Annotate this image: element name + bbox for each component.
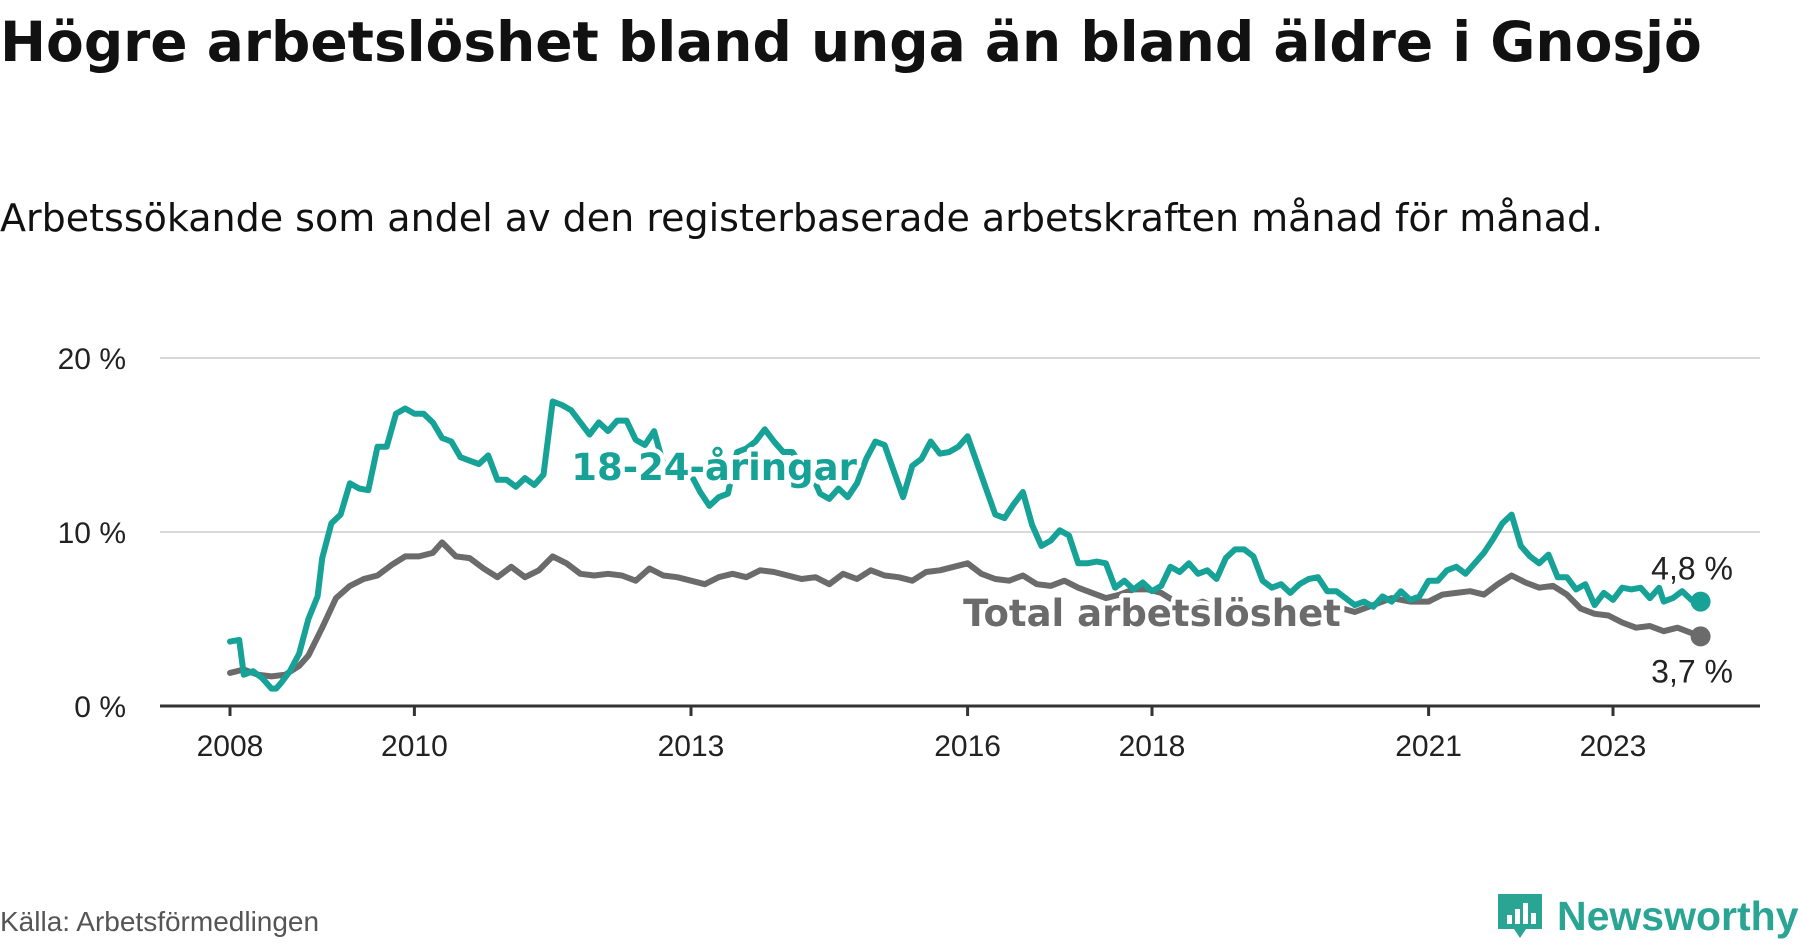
x-tick-label: 2013 [658, 730, 725, 763]
chart-subtitle: Arbetssökande som andel av den registerb… [0, 196, 1604, 240]
grid-lines [160, 357, 1760, 533]
x-tick-label: 2023 [1580, 730, 1647, 763]
line-chart: 0 % 10 % 20 % 2008 2010 2013 2016 2018 2021 2023… [58, 343, 1760, 763]
brand-name: Newsworthy [1557, 892, 1799, 939]
x-tick-label: 2018 [1119, 730, 1186, 763]
bar-chart-speech-bubble-icon [1498, 894, 1542, 938]
source-note: Källa: Arbetsförmedlingen [0, 906, 320, 937]
x-tick-label: 2008 [197, 730, 264, 763]
x-tick-label: 2016 [934, 730, 1001, 763]
series-endpoint-total [1690, 626, 1711, 647]
series-label-total: Total arbetslöshet [963, 592, 1341, 635]
x-tick-label: 2021 [1395, 730, 1462, 763]
end-value-label-total: 3,7 % [1651, 653, 1733, 689]
x-tick-label: 2010 [381, 730, 448, 763]
series-line-total [227, 539, 1704, 680]
end-value-label-youth: 4,8 % [1651, 551, 1733, 587]
series-label-youth: 18-24-åringar [571, 446, 857, 489]
series-endpoint-youth [1690, 591, 1711, 612]
series-lines [227, 398, 1711, 692]
y-tick-label: 10 % [58, 517, 126, 550]
chart-title: Högre arbetslöshet bland unga än bland ä… [0, 10, 1702, 74]
y-tick-label: 0 % [74, 691, 126, 724]
series-labels: 18-24-åringar 4,8 % Total arbetslöshet 3,7 … [567, 441, 1737, 693]
series-line-youth [227, 398, 1704, 692]
y-axis-ticks: 0 % 10 % 20 % [58, 343, 126, 724]
x-axis-ticks: 2008 2010 2013 2016 2018 2021 2023 [197, 706, 1647, 763]
brand-logo[interactable]: Newsworthy [1495, 888, 1799, 944]
y-tick-label: 20 % [58, 343, 126, 376]
